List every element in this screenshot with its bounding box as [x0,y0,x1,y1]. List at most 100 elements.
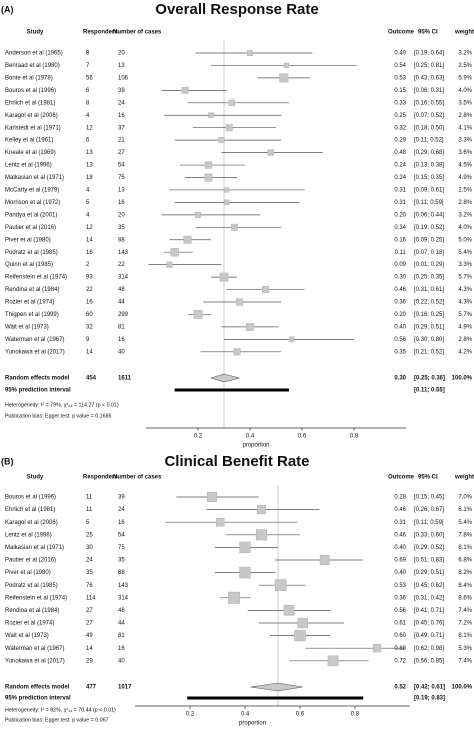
cases: 20 [118,51,125,57]
outcome: 0.35 [394,349,406,355]
outcome: 0.34 [394,225,406,231]
weight: 3.3% [458,138,472,144]
weight: 4.9% [458,175,472,181]
cases: 54 [118,532,125,538]
study-square [267,149,274,156]
responders: 25 [86,532,93,538]
study-name: Rendina et al (1984) [5,287,59,293]
cases: 44 [118,621,125,627]
weight: 7.8% [458,532,472,538]
ci-label: [0.25; 0.81] [414,63,444,69]
study-name: Kelley et al (1961) [5,138,53,144]
study-name: Quinn et al (1985) [5,262,53,268]
study-square [319,555,330,565]
cases: 40 [118,349,125,355]
study-square [294,629,306,642]
ci-label: [0.30; 0.80] [414,337,444,343]
cases: 81 [118,324,125,330]
study-name: Malkasian et al (1971) [5,545,64,551]
responders: 35 [86,570,93,576]
study-name: Rozier et al (1974) [5,621,54,627]
outcome: 0.15 [394,88,406,94]
heterogeneity: Heterogeneity: I² = 79%, χ²₂₄ = 114.27 (… [5,402,119,408]
responders: 16 [86,300,93,306]
ci-label: [0.09; 0.61] [414,188,444,194]
study-name: Podratz et al (1985) [5,250,58,256]
ci-label: [0.45; 0.76] [414,621,444,627]
ci-label: [0.29; 0.51] [414,570,444,576]
ci-label: [0.16; 0.55] [414,100,444,106]
outcome: 0.53 [394,75,406,81]
weight: 5.7% [458,312,472,318]
study-name: Anderson et al (1965) [5,51,63,57]
outcome: 0.20 [394,312,406,318]
weight: 7.0% [458,495,472,501]
pooled-ci: [0.25; 0.36] [414,376,445,382]
column-header: 95% CI [418,475,438,481]
cases: 16 [118,113,125,119]
column-header: Responders [83,475,118,481]
x-tick-label: 0.8 [351,712,360,718]
study-name: Lentz et al (1996) [5,163,52,169]
ci-label: [0.06; 0.44] [414,212,444,218]
panel-label: (B) [1,456,14,466]
study-square [228,591,240,604]
responders: 49 [86,633,93,639]
responders: 56 [86,75,93,81]
pooled-weight: 100.0% [452,376,473,382]
outcome: 0.36 [394,595,406,601]
panel-label: (A) [1,4,14,14]
ci-label: [0.01; 0.29] [414,262,444,268]
prediction-ci: [0.11; 0.55] [414,388,445,394]
heterogeneity: Heterogeneity: I² = 82%, χ²₁₃ = 70.44 (p… [5,707,116,713]
study-square [228,99,235,106]
responders: 2 [86,262,90,268]
ci-label: [0.21; 0.52] [414,349,444,355]
responders: 12 [86,125,93,131]
study-name: Wait et al (1973) [5,324,49,330]
pooled-weight: 100.0% [452,685,473,691]
ci-label: [0.11; 0.52] [414,138,444,144]
pooled-outcome: 0.30 [394,376,406,382]
ci-label: [0.07; 0.52] [414,113,444,119]
study-name: Benraad et al (1980) [5,63,60,69]
weight: 5.9% [458,75,472,81]
ci-label: [0.11; 0.59] [414,200,444,206]
cases: 24 [118,100,125,106]
pooled-diamond [209,373,240,383]
cases: 106 [118,75,129,81]
study-name: Pautier et al (2016) [5,225,56,231]
study-name: Morrison et al (1972) [5,200,60,206]
ci-label: [0.51; 0.83] [414,558,444,564]
weight: 8.6% [458,595,472,601]
study-square [183,235,192,244]
responders: 14 [86,349,93,355]
cases: 24 [118,507,125,513]
study-name: McCarty et al (1979) [5,188,59,194]
responders: 4 [86,212,90,218]
study-square [279,73,289,83]
responders: 14 [86,646,93,652]
outcome: 0.25 [394,113,406,119]
pooled-outcome: 0.52 [394,685,406,691]
weight: 2.8% [458,113,472,119]
ci-label: [0.29; 0.51] [414,324,444,330]
responders: 18 [86,175,93,181]
cases: 13 [118,63,125,69]
outcome: 0.48 [394,150,406,156]
responders: 14 [86,237,93,243]
study-square [204,173,213,182]
study-square [225,124,233,132]
weight: 5.7% [458,275,472,281]
outcome: 0.09 [394,262,406,268]
responders: 30 [86,545,93,551]
cases: 27 [118,150,125,156]
study-name: Piver et al (1980) [5,570,51,576]
weight: 7.4% [458,608,472,614]
study-square [256,505,267,515]
study-name: Wait et al (1973) [5,633,49,639]
weight: 4.5% [458,163,472,169]
ci-label: [0.19; 0.52] [414,225,444,231]
outcome: 0.31 [394,520,406,526]
